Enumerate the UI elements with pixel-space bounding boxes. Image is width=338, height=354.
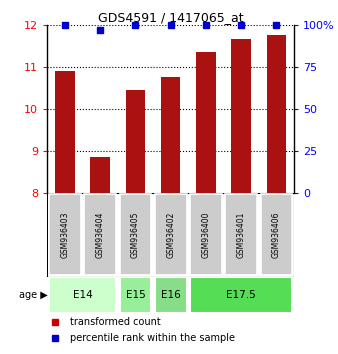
FancyBboxPatch shape bbox=[120, 277, 151, 313]
Bar bbox=[267, 35, 286, 193]
Text: age ▶: age ▶ bbox=[19, 290, 48, 300]
Bar bbox=[91, 157, 110, 193]
FancyBboxPatch shape bbox=[49, 194, 81, 275]
Text: GSM936400: GSM936400 bbox=[201, 211, 211, 258]
Text: GSM936401: GSM936401 bbox=[237, 211, 246, 258]
Title: GDS4591 / 1417065_at: GDS4591 / 1417065_at bbox=[98, 11, 243, 24]
FancyBboxPatch shape bbox=[225, 194, 257, 275]
FancyBboxPatch shape bbox=[155, 277, 187, 313]
FancyBboxPatch shape bbox=[155, 194, 187, 275]
Bar bbox=[126, 90, 145, 193]
FancyBboxPatch shape bbox=[49, 277, 116, 313]
Text: E14: E14 bbox=[73, 290, 93, 300]
Text: percentile rank within the sample: percentile rank within the sample bbox=[70, 333, 235, 343]
Text: GSM936403: GSM936403 bbox=[61, 211, 69, 258]
Text: GSM936404: GSM936404 bbox=[96, 211, 105, 258]
Bar bbox=[161, 77, 180, 193]
Text: E17.5: E17.5 bbox=[226, 290, 256, 300]
FancyBboxPatch shape bbox=[190, 277, 292, 313]
FancyBboxPatch shape bbox=[261, 194, 292, 275]
Text: E15: E15 bbox=[125, 290, 145, 300]
Text: transformed count: transformed count bbox=[70, 316, 160, 327]
FancyBboxPatch shape bbox=[120, 194, 151, 275]
Bar bbox=[196, 52, 216, 193]
Text: GSM936405: GSM936405 bbox=[131, 211, 140, 258]
Text: GSM936406: GSM936406 bbox=[272, 211, 281, 258]
FancyBboxPatch shape bbox=[84, 194, 116, 275]
Text: GSM936402: GSM936402 bbox=[166, 211, 175, 258]
Bar bbox=[232, 39, 251, 193]
Text: E16: E16 bbox=[161, 290, 180, 300]
Bar bbox=[55, 71, 75, 193]
FancyBboxPatch shape bbox=[190, 194, 222, 275]
